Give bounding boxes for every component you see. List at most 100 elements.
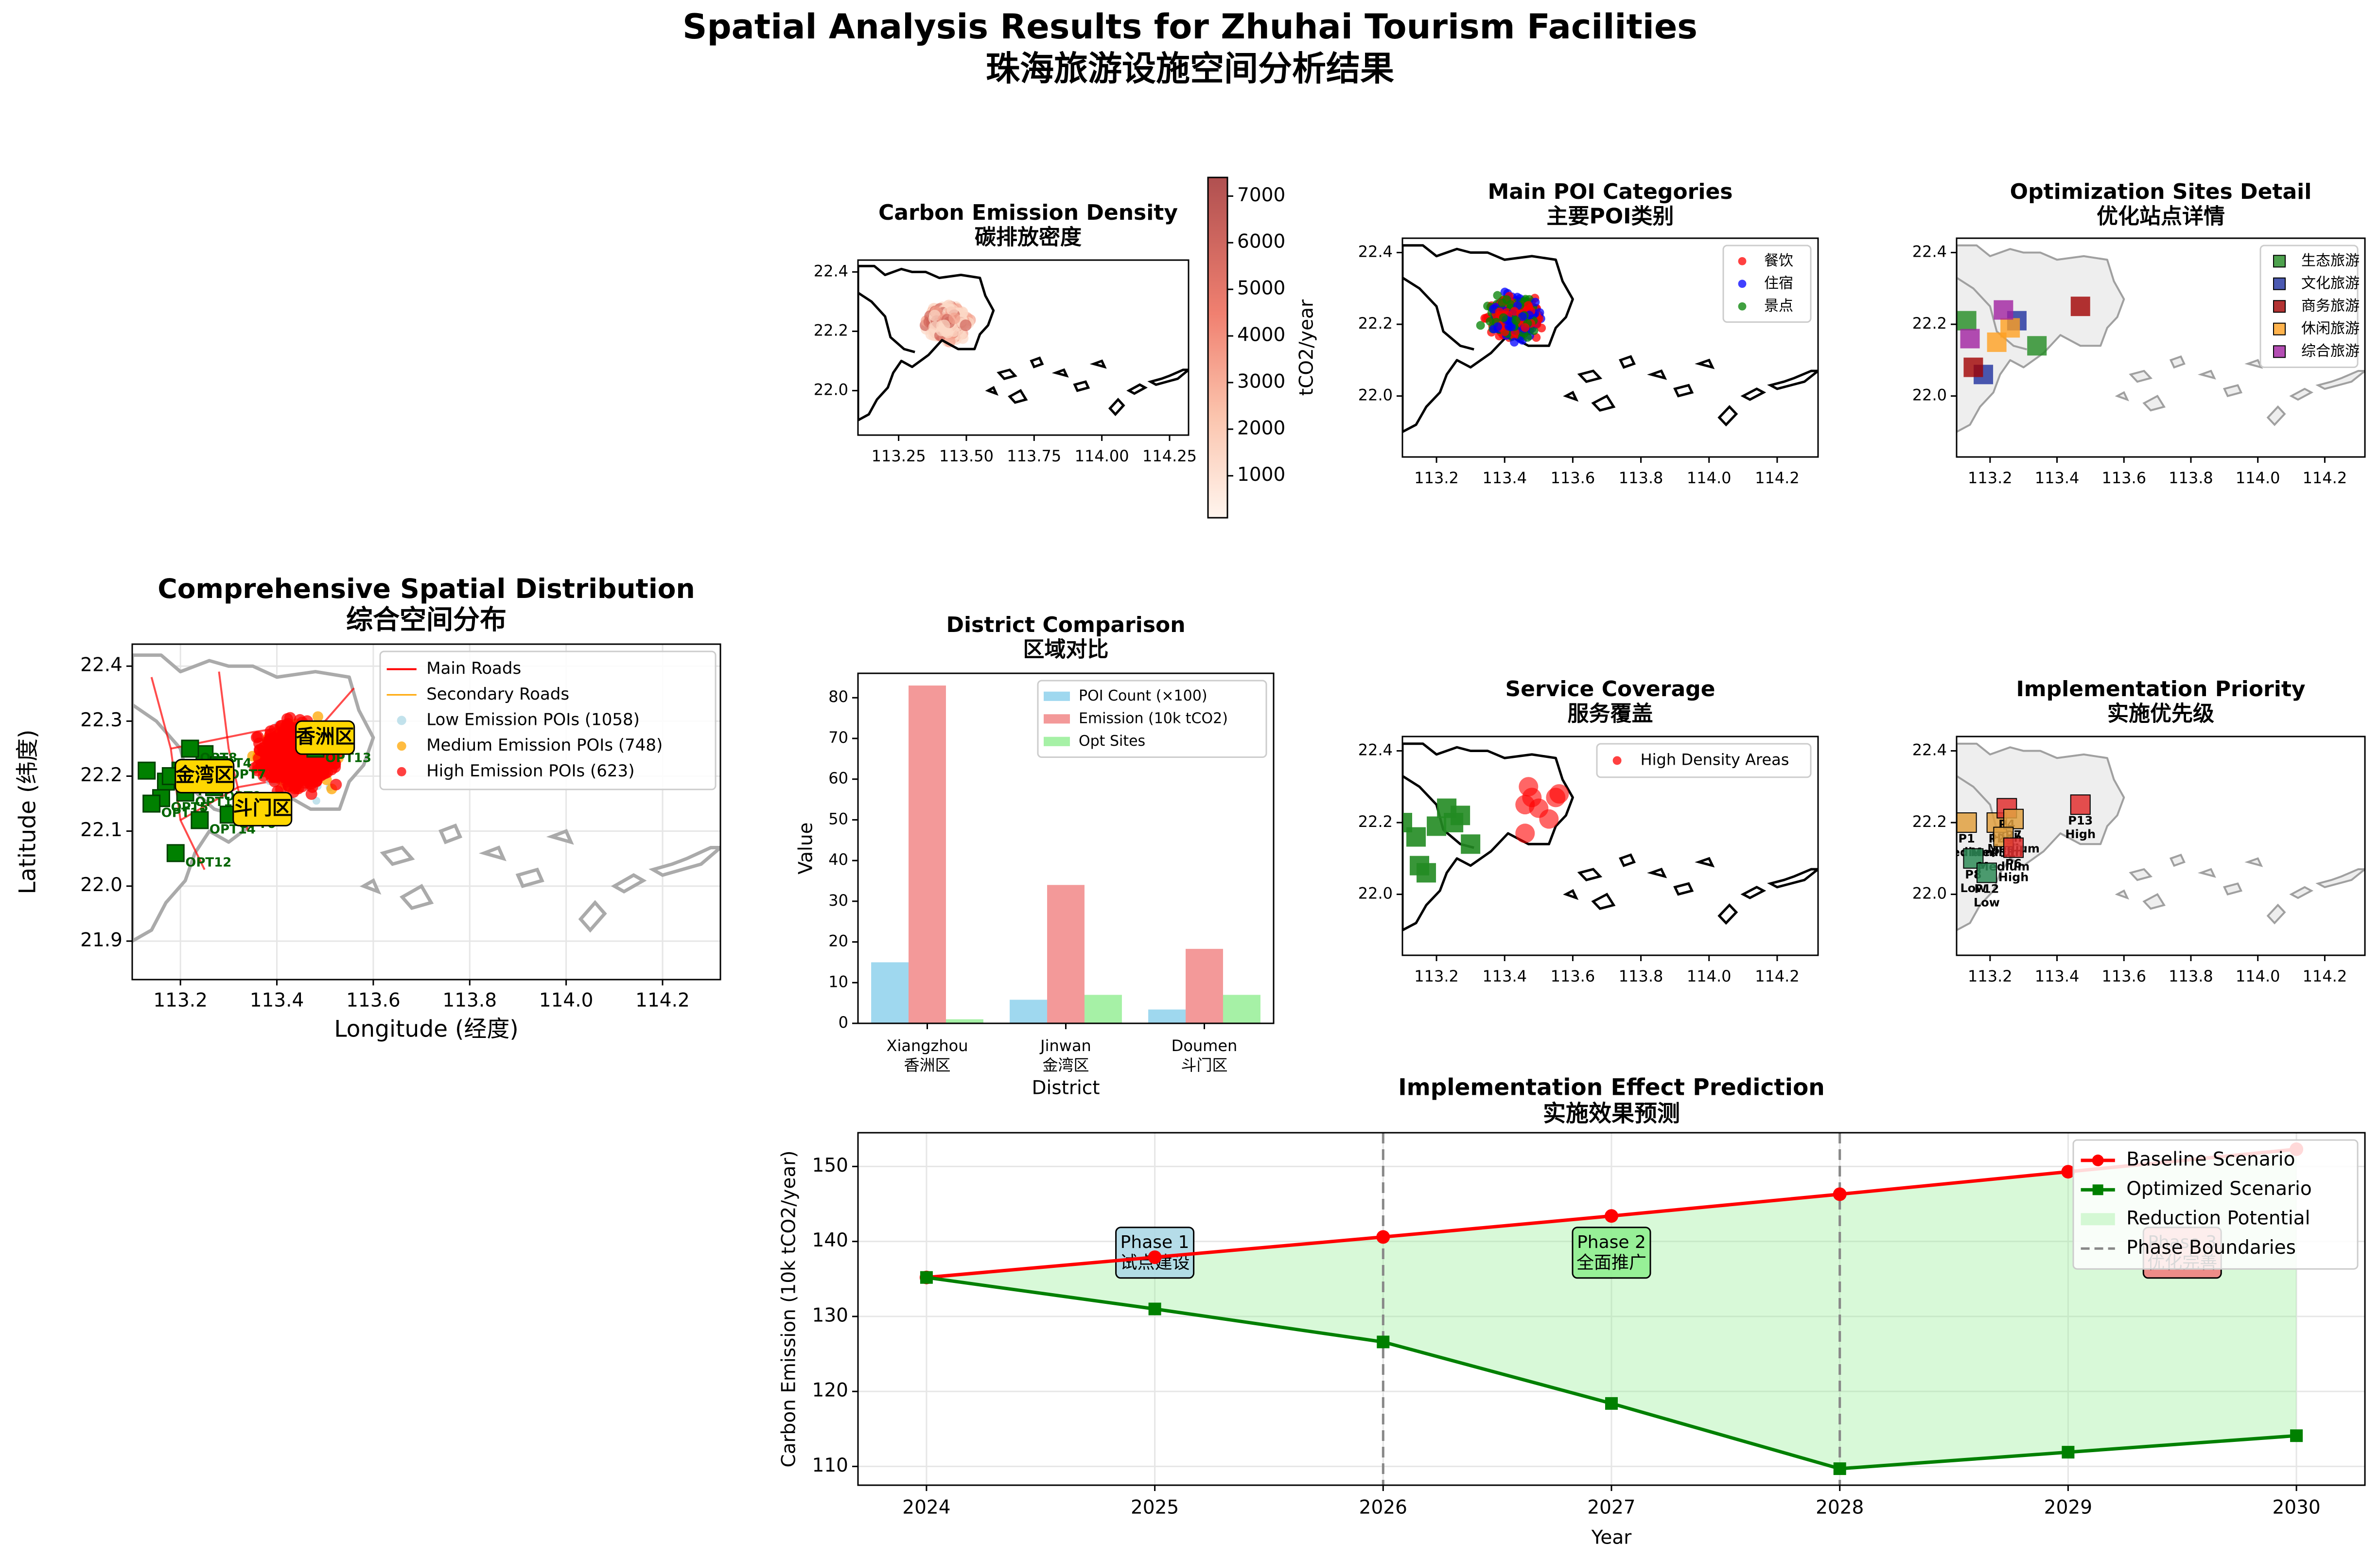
legend: Baseline Scenario Optimized Scenario Reduc…: [2072, 1139, 2359, 1270]
series-point: [1605, 1209, 1618, 1223]
series-point: [2061, 1165, 2075, 1179]
poi-point: [252, 731, 264, 743]
reduction-area: [926, 1149, 2297, 1469]
opt-site-label: OPT7: [229, 767, 266, 782]
legend-square-marker: [2273, 345, 2286, 358]
y-tick-label: 40: [828, 850, 848, 869]
legend-entry-label: Secondary Roads: [426, 684, 569, 704]
x-tick-label: 113.4: [250, 990, 304, 1012]
panel-subtitle: 主要POI类别: [1546, 204, 1674, 229]
district-label: 斗门区: [233, 797, 292, 819]
phase-label-zh: 全面推广: [1576, 1253, 1646, 1273]
island-3: [1051, 368, 1069, 378]
phase-label: Phase 2: [1577, 1232, 1646, 1252]
opt-site-marker: [181, 739, 199, 758]
island-10: [2115, 391, 2129, 402]
legend-entry-label: POI Count (×100): [1079, 687, 1208, 704]
island-2: [1619, 355, 1636, 369]
opt-site-marker: [191, 811, 209, 829]
island-9: [1767, 369, 1818, 390]
legend-patch-marker: [1044, 737, 1070, 746]
x-tick-label: 114.0: [2236, 967, 2280, 985]
density-cell: [928, 310, 941, 322]
island-6: [546, 829, 574, 845]
coastline-mainland: [858, 264, 995, 421]
y-tick-label: 22.3: [80, 709, 122, 731]
bar: [871, 962, 909, 1023]
panel-subtitle: 优化站点详情: [2097, 204, 2225, 229]
x-tick-label: 114.0: [2236, 469, 2280, 487]
y-axis-label: Carbon Emission (10k tCO2/year): [778, 1150, 800, 1467]
axes-border: [857, 259, 1190, 436]
y-tick-label: 22.0: [1358, 386, 1393, 404]
poi-point: [275, 720, 287, 732]
island-4: [2222, 882, 2243, 895]
poi-point: [292, 770, 304, 782]
service-site: [1417, 863, 1436, 883]
legend-dot-marker: [1738, 302, 1747, 311]
y-tick-label: 60: [828, 769, 848, 788]
x-tick-label: 2030: [2272, 1497, 2320, 1519]
panel-subtitle: 实施优先级: [2107, 702, 2214, 726]
poi-point: [309, 761, 321, 773]
priority-marker: [2003, 837, 2024, 858]
island-8: [1126, 383, 1148, 395]
series-point: [1833, 1187, 1847, 1201]
x-tick-label: Xiangzhou: [887, 1036, 968, 1055]
district-label-box: [232, 791, 293, 826]
legend-square-marker: [2273, 300, 2286, 313]
legend-dot-marker: [397, 716, 406, 725]
panel-density: 113.25 113.50 113.75 114.00 114.25 22.0 22.2 22…: [814, 176, 1318, 519]
panel-opt-detail: 113.2 113.4 113.6 113.8 114.0 114.2 22.0 22.2 22…: [1912, 179, 2366, 487]
service-site: [1427, 816, 1447, 836]
island-6: [1695, 857, 1715, 868]
island-10: [1563, 390, 1579, 402]
y-tick-label: 22.4: [80, 654, 122, 676]
y-tick-label: 70: [828, 728, 848, 747]
x-tick-label: 113.8: [1619, 469, 1663, 487]
high-density-area: [1515, 824, 1535, 843]
panel-title: Implementation Priority: [2016, 677, 2305, 702]
legend-entry-label: Optimized Scenario: [2126, 1178, 2312, 1200]
island-1: [2129, 868, 2153, 881]
x-tick-label: 114.2: [1755, 967, 1800, 985]
x-tick-label: 113.2: [1414, 469, 1459, 487]
island-5: [2142, 394, 2166, 412]
island-2: [438, 823, 463, 844]
x-tick-label: 113.2: [1968, 469, 2012, 487]
legend-dot-marker: [397, 767, 406, 776]
coastline-mainland: [1402, 244, 1574, 433]
panel-title: Implementation Effect Prediction: [1398, 1074, 1824, 1101]
poi-category-point: [1518, 312, 1527, 321]
legend-entry-label: 生态旅游: [2301, 252, 2360, 269]
x-tick-label: 2027: [1587, 1497, 1635, 1519]
series-point: [1605, 1397, 1618, 1410]
plot-area: [858, 264, 1189, 421]
axes-border: [1401, 237, 1819, 458]
service-site: [1451, 806, 1470, 825]
island-2: [1030, 356, 1044, 369]
y-tick-label: 22.2: [1358, 812, 1393, 831]
x-tick-label: 113.50: [939, 447, 994, 465]
bar: [1148, 1009, 1186, 1023]
x-tick-label-zh: 香洲区: [904, 1056, 950, 1074]
panels-layer: 113.2 113.4 113.6 113.8 114.0 114.2 21.9 22.0 22…: [15, 176, 2366, 1549]
island-2: [2169, 853, 2186, 867]
y-tick-label: 22.2: [1912, 314, 1947, 333]
colorbar-tick-label: 1000: [1237, 464, 1285, 486]
poi-category-point: [1510, 307, 1519, 316]
axes-frame: 113.25 113.50 113.75 114.00 114.25 22.0 22.2 22…: [814, 262, 1197, 465]
x-tick-label: 113.6: [2101, 967, 2146, 985]
legend-patch-marker: [1044, 691, 1070, 701]
island-7: [1108, 398, 1125, 416]
series-point: [920, 1271, 933, 1284]
legend-square-marker: [2273, 255, 2286, 268]
phase-label: Phase 1: [1120, 1232, 1190, 1252]
opt-site-marker: [166, 844, 185, 862]
axes-frame: 113.2 113.4 113.6 113.8 114.0 114.2 22.0 22.2 22…: [1912, 243, 2347, 487]
x-tick-label: 114.2: [635, 990, 690, 1012]
river-line: [1402, 277, 1474, 351]
colorbar: [1207, 176, 1228, 519]
x-tick-label: Jinwan: [1039, 1036, 1091, 1055]
